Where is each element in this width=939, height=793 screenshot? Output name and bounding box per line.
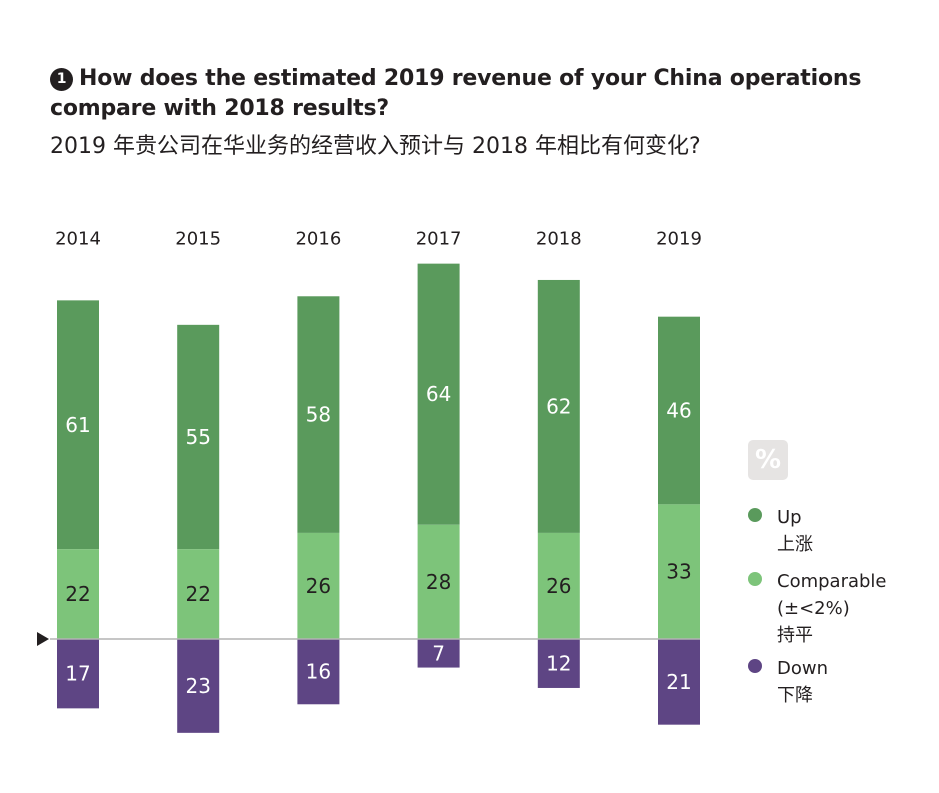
data-label-comparable-2014: 22 bbox=[65, 582, 90, 606]
data-label-comparable-2017: 28 bbox=[426, 570, 451, 594]
legend-label-up-zh: 上涨 bbox=[777, 534, 813, 555]
data-label-comparable-2018: 26 bbox=[546, 574, 571, 598]
data-label-comparable-2019: 33 bbox=[666, 560, 691, 584]
bar-comparable-2018 bbox=[537, 532, 580, 639]
legend-label-comparable: Comparable bbox=[777, 571, 887, 592]
legend: % Up 上涨 Comparable (±<2%) 持平 Down 下降 bbox=[748, 440, 938, 706]
data-label-up-2017: 64 bbox=[426, 382, 451, 406]
title-chinese: 2019 年贵公司在华业务的经营收入预计与 2018 年相比有何变化? bbox=[50, 134, 701, 159]
data-label-comparable-2016: 26 bbox=[306, 574, 331, 598]
title-english-text: How does the estimated 2019 revenue of y… bbox=[50, 66, 862, 121]
question-number-badge: 1 bbox=[50, 68, 73, 91]
data-label-up-2019: 46 bbox=[666, 399, 691, 423]
data-label-down-2018: 12 bbox=[546, 651, 571, 675]
bar-down-2014 bbox=[57, 639, 99, 709]
title-english: 1 How does the estimated 2019 revenue of … bbox=[50, 64, 910, 124]
bar-down-2017 bbox=[417, 639, 460, 668]
baseline-arrow-icon bbox=[37, 632, 49, 646]
data-label-down-2015: 23 bbox=[185, 674, 210, 698]
data-label-down-2016: 16 bbox=[306, 660, 331, 684]
data-label-up-2016: 58 bbox=[306, 403, 331, 427]
bar-comparable-2016 bbox=[297, 532, 340, 639]
data-label-up-2018: 62 bbox=[546, 394, 571, 418]
bar-comparable-2017 bbox=[417, 524, 460, 639]
unit-badge: % bbox=[748, 440, 788, 480]
legend-dot-comparable bbox=[748, 572, 762, 586]
legend-label-comparable-zh: 持平 bbox=[777, 625, 813, 646]
legend-label-comparable-sub: (±<2%) bbox=[777, 598, 850, 619]
x-tick-label-2015: 2015 bbox=[175, 229, 221, 250]
x-tick-label-2014: 2014 bbox=[55, 229, 101, 250]
x-tick-label-2016: 2016 bbox=[295, 229, 341, 250]
data-label-up-2015: 55 bbox=[185, 425, 210, 449]
legend-label-up: Up bbox=[777, 507, 802, 528]
x-tick-label-2018: 2018 bbox=[536, 229, 582, 250]
data-label-down-2019: 21 bbox=[666, 670, 691, 694]
bar-up-2018 bbox=[537, 279, 580, 533]
bar-down-2018 bbox=[537, 639, 580, 688]
bar-comparable-2015 bbox=[177, 549, 220, 639]
x-tick-label-2017: 2017 bbox=[416, 229, 462, 250]
legend-label-down-zh: 下降 bbox=[777, 685, 813, 706]
chart-title: 1 How does the estimated 2019 revenue of … bbox=[50, 64, 910, 184]
data-label-comparable-2015: 22 bbox=[185, 582, 210, 606]
legend-label-down: Down bbox=[777, 658, 829, 679]
bar-comparable-2019 bbox=[658, 504, 700, 639]
legend-dot-down bbox=[748, 659, 762, 673]
bar-up-2017 bbox=[417, 263, 460, 525]
bar-down-2019 bbox=[658, 639, 700, 725]
data-label-up-2014: 61 bbox=[65, 413, 90, 437]
bar-up-2019 bbox=[658, 316, 700, 505]
x-tick-label-2019: 2019 bbox=[656, 229, 702, 250]
bar-down-2016 bbox=[297, 639, 340, 705]
bar-up-2015 bbox=[177, 324, 220, 550]
bar-down-2015 bbox=[177, 639, 220, 733]
bar-up-2014 bbox=[57, 300, 99, 550]
bar-comparable-2014 bbox=[57, 549, 99, 639]
data-label-down-2014: 17 bbox=[65, 662, 90, 686]
legend-dot-up bbox=[748, 508, 762, 522]
bar-up-2016 bbox=[297, 296, 340, 533]
data-label-down-2017: 7 bbox=[432, 641, 445, 665]
